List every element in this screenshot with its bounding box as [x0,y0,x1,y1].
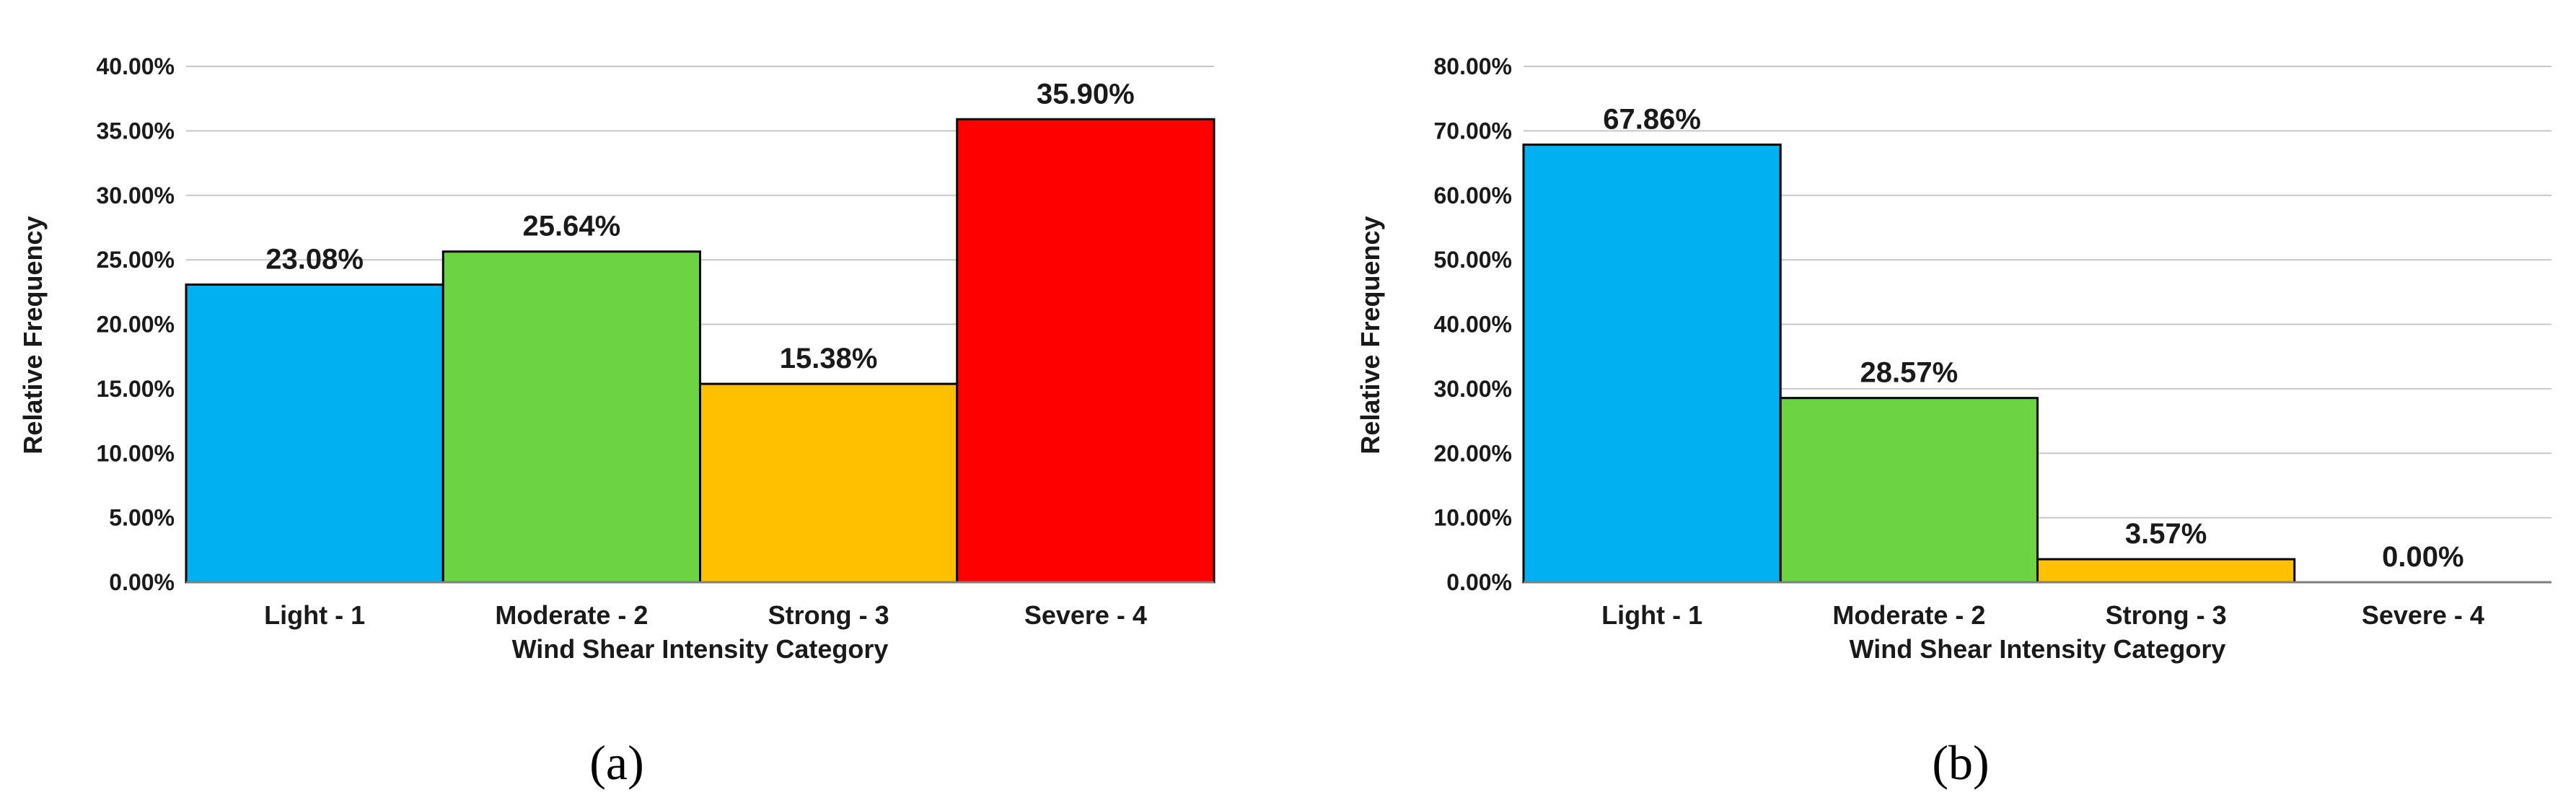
y-tick-label-a-4: 20.00% [96,312,175,338]
y-tick-label-b-3: 30.00% [1433,376,1512,402]
y-tick-label-b-2: 20.00% [1433,440,1512,466]
y-tick-label-b-7: 70.00% [1433,118,1512,144]
y-tick-label-a-0: 0.00% [109,569,175,595]
x-tick-label-a-strong: Strong - 3 [768,600,889,630]
data-label-b-moderate: 28.57% [1860,357,1959,389]
y-tick-label-a-3: 15.00% [96,376,175,402]
y-tick-label-a-8: 40.00% [96,53,175,79]
data-label-b-severe: 0.00% [2382,541,2463,573]
data-label-a-severe: 35.90% [1037,78,1135,110]
bar-a-severe [956,118,1216,584]
panel-label-b: (b) [1932,735,1989,790]
y-tick-label-a-2: 10.00% [96,440,175,466]
bar-b-strong [2036,558,2296,584]
y-tick-label-a-6: 30.00% [96,183,175,209]
x-axis-title-a: Wind Shear Intensity Category [512,634,889,664]
bar-a-moderate [441,250,701,584]
y-tick-label-b-1: 10.00% [1433,505,1512,531]
data-label-a-light: 23.08% [265,243,364,275]
x-tick-label-b-moderate: Moderate - 2 [1832,600,1985,630]
y-tick-label-b-6: 60.00% [1433,183,1512,209]
y-tick-label-b-4: 40.00% [1433,312,1512,338]
bar-a-light [185,283,444,584]
y-tick-label-b-0: 0.00% [1446,569,1512,595]
y-axis-title-b: Relative Frequency [1355,216,1385,454]
chart-panel-a: 0.00% 5.00% 10.00% 15.00% 20.00% 25.00% 30.00%… [18,53,1216,790]
bar-b-moderate [1779,397,2039,584]
x-tick-label-b-light: Light - 1 [1601,600,1702,630]
y-tick-label-a-1: 5.00% [109,505,175,531]
y-tick-label-a-7: 35.00% [96,118,175,144]
x-tick-label-b-severe: Severe - 4 [2362,600,2484,630]
bar-a-strong [699,382,959,584]
y-tick-label-a-5: 25.00% [96,247,175,273]
x-tick-label-a-light: Light - 1 [264,600,365,630]
y-tick-label-b-8: 80.00% [1433,53,1512,79]
data-label-b-light: 67.86% [1603,104,1701,136]
data-label-b-strong: 3.57% [2125,518,2207,550]
chart-panel-b: 0.00% 10.00% 20.00% 30.00% 40.00% 50.00% 60.00… [1355,53,2551,790]
y-axis-title-a: Relative Frequency [18,216,48,454]
panel-label-a: (a) [589,735,643,790]
y-tick-label-b-5: 50.00% [1433,247,1512,273]
bar-b-light [1522,144,1782,584]
data-label-a-moderate: 25.64% [523,211,621,242]
x-axis-title-b: Wind Shear Intensity Category [1850,634,2226,664]
x-tick-label-a-moderate: Moderate - 2 [495,600,648,630]
x-tick-label-b-strong: Strong - 3 [2106,600,2227,630]
x-tick-label-a-severe: Severe - 4 [1024,600,1147,630]
data-label-a-strong: 15.38% [780,343,878,374]
